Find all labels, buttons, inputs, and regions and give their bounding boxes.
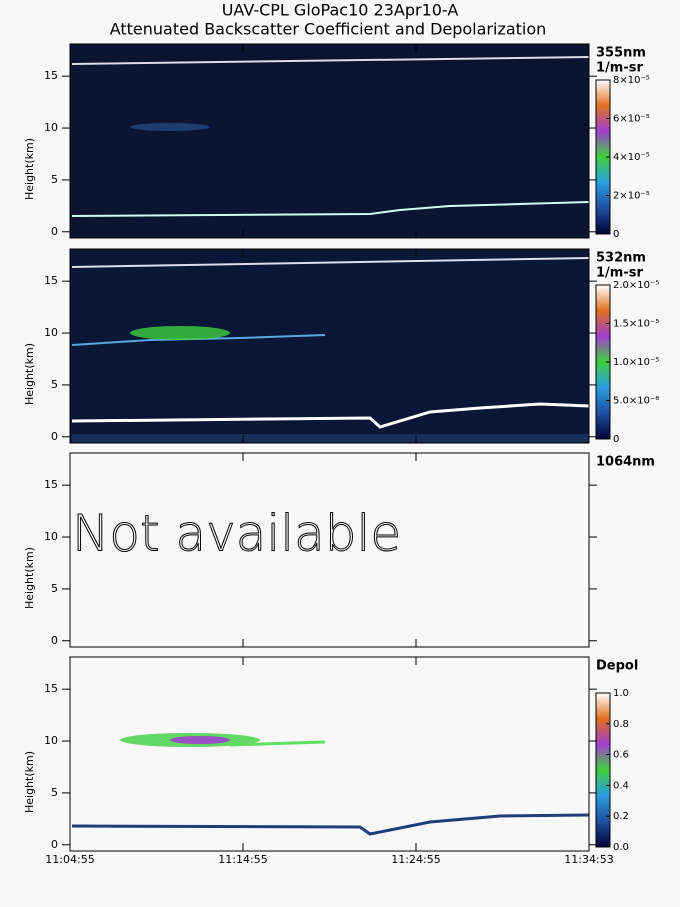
imagery [70, 44, 590, 836]
feature [71, 201, 590, 217]
panel-label: 532nm [596, 251, 646, 266]
x-tick-label: 11:24:55 [391, 853, 440, 866]
panel-label: Depol [596, 659, 638, 674]
y-axis-label: Height(km) [23, 547, 36, 609]
unit-label: 1/m-sr [596, 61, 643, 76]
y-tick-label: 5 [51, 173, 58, 186]
colorbar-tick-label: 8×10⁻⁵ [613, 75, 650, 86]
y-tick-label: 10 [44, 121, 58, 134]
y-tick-label: 5 [51, 378, 58, 391]
colorbar-tick-label: 2.0×10⁻⁵ [613, 280, 659, 291]
colorbar [595, 692, 611, 848]
colorbar-tick-label: 1.0 [613, 688, 629, 699]
colorbar-tick-label: 1.5×10⁻⁵ [613, 319, 659, 330]
plot-frame [69, 43, 590, 239]
feature [170, 736, 230, 744]
colorbar-tick-label: 0.6 [613, 750, 629, 761]
feature [71, 402, 590, 429]
chart-title: UAV-CPL GloPac10 23Apr10-A [222, 1, 459, 20]
y-tick-label: 10 [44, 734, 58, 747]
feature [71, 813, 590, 836]
feature [229, 740, 326, 747]
colorbar-tick-label: 4×10⁻⁵ [613, 152, 650, 163]
colorbar-tick-label: 1.0×10⁻⁵ [613, 357, 659, 368]
annotation: Not available [72, 505, 401, 563]
x-tick-label: 11:14:55 [218, 853, 267, 866]
chart-subtitle: Attenuated Backscatter Coefficient and D… [110, 20, 547, 39]
y-axis-label: Height(km) [23, 138, 36, 200]
x-tick-label: 11:34:53 [564, 853, 613, 866]
colorbar-tick-label: 0.8 [613, 719, 629, 730]
y-tick-label: 10 [44, 326, 58, 339]
y-tick-label: 0 [51, 838, 58, 851]
feature [71, 56, 590, 65]
colorbar-tick-label: 0 [613, 229, 619, 240]
plot-frame [69, 248, 590, 444]
feature [130, 123, 210, 131]
y-tick-label: 5 [51, 786, 58, 799]
panel-label: 1064nm [596, 455, 655, 470]
y-tick-label: 0 [51, 634, 58, 647]
y-tick-label: 15 [44, 69, 58, 82]
y-tick-label: 0 [51, 430, 58, 443]
colorbar-tick-label: 0 [613, 434, 619, 445]
y-axis-label: Height(km) [23, 343, 36, 405]
colorbar-tick-label: 0.4 [613, 780, 629, 791]
y-tick-label: 15 [44, 274, 58, 287]
plot-frame [69, 452, 590, 648]
y-tick-label: 0 [51, 225, 58, 238]
colorbar-tick-label: 0.0 [613, 842, 629, 853]
backscatter-image [70, 44, 589, 238]
colorbar-tick-label: 6×10⁻⁵ [613, 114, 650, 125]
y-axis-label: Height(km) [23, 751, 36, 813]
unit-label: 1/m-sr [596, 266, 643, 281]
backscatter-image [70, 249, 589, 443]
feature [71, 257, 590, 268]
colorbar-tick-label: 2×10⁻⁵ [613, 191, 650, 202]
y-tick-label: 15 [44, 682, 58, 695]
y-tick-label: 15 [44, 478, 58, 491]
y-tick-label: 10 [44, 530, 58, 543]
x-tick-label: 11:04:55 [45, 853, 94, 866]
feature [130, 326, 230, 340]
panel-label: 355nm [596, 46, 646, 61]
plot-frame [69, 656, 590, 852]
colorbar-tick-label: 0.2 [613, 811, 629, 822]
colorbar-tick-label: 5.0×10⁻⁶ [613, 396, 659, 407]
y-tick-label: 5 [51, 582, 58, 595]
